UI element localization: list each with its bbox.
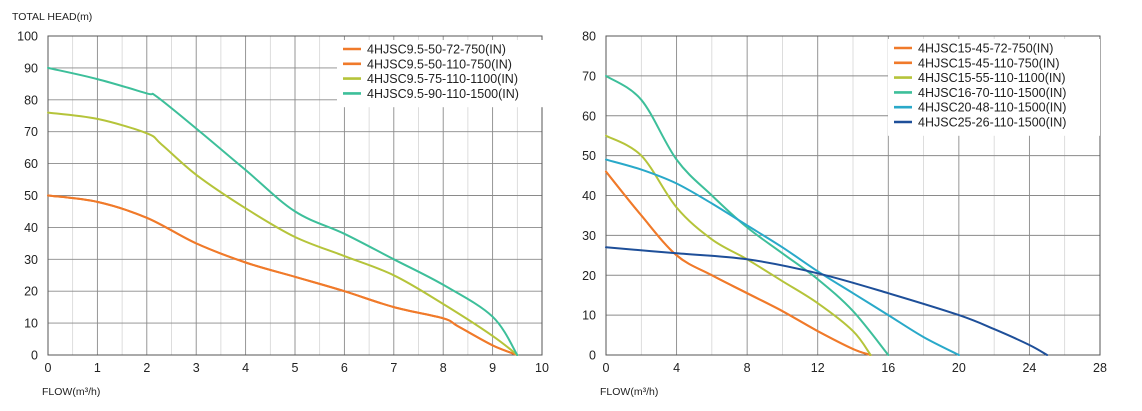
y-tick-label: 30 (24, 253, 38, 267)
x-tick-label: 1 (94, 361, 101, 375)
series-curves (605, 74, 1049, 356)
y-axis-label: TOTAL HEAD(m) (12, 11, 92, 23)
y-tick-label: 10 (582, 309, 596, 323)
series-line-4 (47, 66, 519, 356)
x-tick-label: 0 (45, 361, 52, 375)
x-tick-label: 3 (193, 361, 200, 375)
legend-label: 4HJSC15-55-110-1100(IN) (918, 71, 1066, 85)
x-tick-label: 6 (341, 361, 348, 375)
legend-label: 4HJSC16-70-110-1500(IN) (918, 86, 1066, 100)
x-tick-label: 9 (489, 361, 496, 375)
x-tick-label: 16 (881, 361, 895, 375)
y-tick-label: 70 (582, 69, 596, 83)
series-line-4 (605, 74, 890, 356)
y-tick-label: 0 (589, 349, 596, 363)
x-tick-label: 20 (952, 361, 966, 375)
legend-label: 4HJSC9.5-90-110-1500(IN) (367, 87, 519, 101)
series-line-5 (605, 158, 960, 356)
y-tick-label: 80 (24, 93, 38, 107)
x-axis-label: FLOW(m³/h) (600, 386, 658, 398)
y-tick-label: 90 (24, 61, 38, 75)
x-tick-label: 12 (811, 361, 825, 375)
chart-2: 0 4 8 12 16 20 24 28 0 10 20 30 40 50 60 70 80 FLOW(m³/h)… (582, 30, 1107, 399)
y-tick-label: 100 (17, 30, 38, 44)
series-curves (47, 66, 519, 356)
x-tick-label: 8 (440, 361, 447, 375)
y-tick-label: 70 (24, 125, 38, 139)
x-tick-label: 28 (1093, 361, 1107, 375)
y-tick-label: 0 (31, 349, 38, 363)
x-tick-label: 2 (143, 361, 150, 375)
y-tick-label: 40 (582, 189, 596, 203)
x-tick-label: 0 (603, 361, 610, 375)
y-tick-label: 50 (24, 189, 38, 203)
legend: 4HJSC15-45-72-750(IN)4HJSC15-45-110-750(… (888, 39, 1100, 136)
legend-label: 4HJSC15-45-110-750(IN) (918, 56, 1060, 70)
y-tick-label: 20 (582, 269, 596, 283)
x-tick-label: 5 (292, 361, 299, 375)
y-tick-label: 10 (24, 317, 38, 331)
legend-label: 4HJSC9.5-50-110-750(IN) (367, 57, 512, 71)
x-tick-label: 4 (673, 361, 680, 375)
y-tick-label: 60 (24, 157, 38, 171)
y-tick-label: 80 (582, 30, 596, 44)
x-tick-label: 8 (744, 361, 751, 375)
y-tick-label: 50 (582, 149, 596, 163)
plot-frame (605, 35, 1101, 356)
y-tick-label: 30 (582, 229, 596, 243)
legend-label: 4HJSC25-26-110-1500(IN) (918, 116, 1066, 130)
gridlines (47, 35, 543, 356)
x-tick-label: 7 (390, 361, 397, 375)
x-tick-label: 10 (535, 361, 549, 375)
legend-label: 4HJSC9.5-75-110-1100(IN) (367, 72, 518, 86)
legend-label: 4HJSC15-45-72-750(IN) (918, 42, 1053, 56)
series-line-1 (47, 194, 519, 356)
legend-label: 4HJSC9.5-50-72-750(IN) (367, 43, 506, 57)
series-line-2 (47, 194, 519, 356)
x-tick-label: 24 (1022, 361, 1036, 375)
y-tick-label: 20 (24, 285, 38, 299)
legend-background (337, 40, 545, 108)
legend-background (888, 39, 1100, 136)
legend-label: 4HJSC20-48-110-1500(IN) (918, 101, 1066, 115)
series-line-6 (605, 246, 1049, 356)
y-tick-label: 40 (24, 221, 38, 235)
legend: 4HJSC9.5-50-72-750(IN)4HJSC9.5-50-110-75… (337, 40, 545, 108)
series-line-1 (605, 170, 872, 356)
series-line-2 (605, 170, 872, 356)
chart-1: 0 1 2 3 4 5 6 7 8 9 100102030405060708090100FLOW(m… (12, 11, 549, 398)
y-tick-label: 60 (582, 109, 596, 123)
x-axis-label: FLOW(m³/h) (42, 386, 100, 398)
series-line-3 (605, 134, 872, 356)
series-line-3 (47, 111, 519, 356)
x-tick-label: 4 (242, 361, 249, 375)
